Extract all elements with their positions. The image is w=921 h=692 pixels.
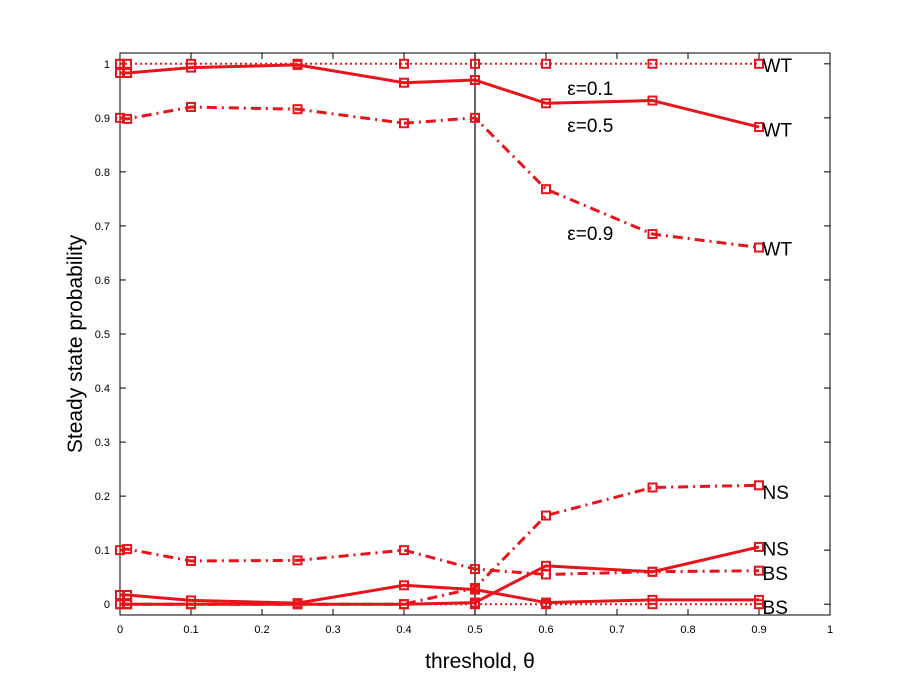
data-point-marker [541, 184, 551, 195]
series-line [119, 105, 760, 250]
data-point-marker [292, 599, 303, 610]
data-point-marker [470, 75, 480, 86]
x-tick-label: 0.3 [325, 624, 340, 636]
data-point-marker [754, 541, 764, 552]
y-tick-label: 0.9 [95, 113, 110, 125]
y-tick-label: 0.1 [95, 545, 110, 557]
data-point-marker [122, 599, 133, 610]
data-point-marker [186, 555, 196, 566]
annotation-label: BS [763, 564, 788, 585]
series-line [120, 583, 759, 605]
annotation-label: BS [763, 598, 788, 619]
data-point-marker [541, 560, 551, 571]
data-point-marker [754, 58, 764, 69]
data-point-marker [647, 482, 658, 493]
data-point-marker [122, 113, 133, 124]
chart-axes-layer: 0 0.1 0.2 0.3 0.4 0.5 0.6 0.7 0.8 0.9 1 0 0.1 0.2 0.3 0… [95, 52, 833, 636]
annotation-label: ε=0.1 [567, 79, 613, 100]
x-tick-label: 1 [827, 624, 833, 636]
series-line [120, 545, 760, 606]
data-point-marker [122, 58, 133, 69]
data-point-marker [292, 104, 303, 115]
annotation-label: NS [763, 483, 789, 504]
x-tick-label: 0.2 [254, 624, 269, 636]
data-point-marker [186, 102, 196, 113]
y-axis-title: Steady state probability [64, 234, 87, 453]
annotation-label: WT [763, 56, 793, 77]
data-point-marker [470, 58, 480, 69]
data-point-marker [541, 98, 551, 109]
data-point-marker [122, 67, 133, 78]
y-tick-label: 0.5 [95, 329, 110, 341]
data-point-marker [186, 599, 196, 610]
annotation-label: WT [763, 121, 793, 142]
annotation-label: ε=0.9 [567, 224, 613, 245]
x-tick-label: 0.5 [467, 624, 482, 636]
series-line [119, 547, 760, 576]
y-tick-label: 0.6 [95, 275, 110, 287]
data-point-marker [647, 58, 658, 69]
data-point-marker [541, 599, 551, 610]
data-point-marker [292, 59, 303, 70]
y-tick-label: 1 [104, 59, 110, 71]
y-tick-label: 0 [104, 599, 110, 611]
annotation-label: NS [763, 540, 789, 561]
x-tick-label: 0.1 [183, 624, 198, 636]
data-point-marker [541, 58, 551, 69]
data-point-marker [470, 112, 480, 123]
data-point-marker [399, 599, 409, 610]
data-point-marker [470, 584, 480, 595]
data-point-marker [541, 510, 551, 521]
y-tick-label: 0.2 [95, 491, 110, 503]
y-tick-label: 0.4 [95, 383, 110, 395]
data-point-marker [470, 564, 480, 575]
data-point-marker [292, 555, 303, 566]
data-point-marker [399, 58, 409, 69]
x-tick-label: 0.6 [538, 624, 553, 636]
x-tick-label: 0.4 [396, 624, 411, 636]
annotation-label: ε=0.5 [567, 116, 613, 137]
data-point-marker [647, 566, 658, 577]
data-point-marker [399, 545, 409, 556]
data-point-marker [186, 62, 196, 73]
data-point-marker [754, 122, 764, 133]
data-point-marker [754, 480, 764, 491]
data-point-marker [399, 118, 409, 129]
x-tick-label: 0.9 [751, 624, 766, 636]
data-point-marker [754, 242, 764, 253]
data-point-marker [122, 590, 133, 601]
x-tick-label: 0 [117, 624, 123, 636]
chart-annotation-layer: WT WT WT ε=0.1 ε=0.5 ε=0.9 NS NS BS BS [567, 56, 792, 619]
data-point-marker [470, 599, 480, 610]
x-tick-label: 0.7 [609, 624, 624, 636]
data-point-marker [754, 599, 764, 610]
data-point-marker [647, 599, 658, 610]
x-tick-label: 0.8 [680, 624, 695, 636]
data-point-marker [647, 95, 658, 106]
data-point-marker [399, 77, 409, 88]
data-point-marker [122, 544, 133, 555]
chart-series-layer [115, 58, 764, 610]
data-point-marker [647, 229, 658, 240]
x-axis-title: threshold, θ [425, 650, 535, 673]
y-tick-label: 0.3 [95, 437, 110, 449]
data-point-marker [754, 565, 764, 576]
annotation-label: WT [763, 240, 793, 261]
data-point-marker [399, 580, 409, 591]
y-tick-label: 0.8 [95, 167, 110, 179]
series-line [120, 63, 760, 129]
y-tick-label: 0.7 [95, 221, 110, 233]
